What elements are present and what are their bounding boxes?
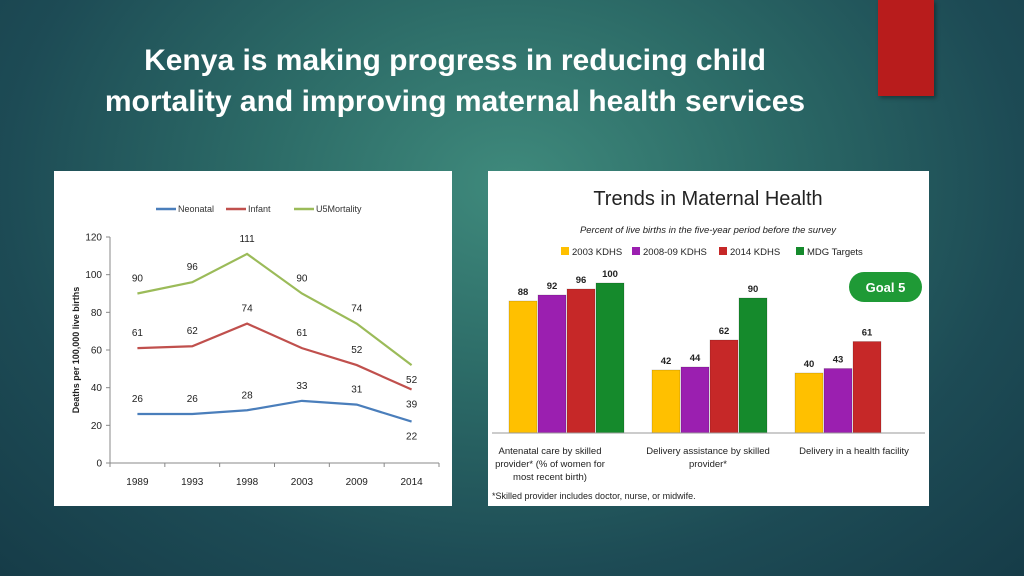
category-label: Delivery assistance by skilled (646, 446, 770, 457)
legend-label-2003-kdhs: 2003 KDHS (572, 247, 622, 258)
data-label-u5mortality: 90 (296, 274, 308, 285)
data-label-u5mortality: 111 (239, 234, 255, 245)
legend-swatch-2008-09-kdhs (632, 247, 640, 255)
data-label-neonatal: 31 (351, 385, 363, 396)
data-label-neonatal: 22 (406, 432, 418, 443)
data-label-infant: 39 (406, 400, 418, 411)
x-tick-label: 2014 (400, 477, 423, 488)
bar-2008-09-kdhs (823, 368, 853, 434)
bar-2014-kdhs (709, 339, 739, 434)
data-label-neonatal: 28 (242, 390, 254, 401)
bar-2014-kdhs (566, 288, 596, 434)
y-tick-label: 40 (91, 383, 103, 394)
bar-value-label: 100 (602, 269, 618, 280)
maternal-health-bar-chart: Trends in Maternal Health Percent of live… (492, 188, 925, 501)
x-tick-label: 1993 (181, 477, 204, 488)
goal-badge-label: Goal 5 (866, 280, 906, 295)
bar-value-label: 88 (518, 287, 529, 298)
series-line-infant (137, 322, 413, 391)
bar-value-label: 62 (719, 326, 730, 337)
y-tick-label: 20 (91, 421, 103, 432)
bar-value-label: 40 (804, 359, 815, 370)
series-line-u5mortality (137, 252, 413, 366)
bar-value-label: 90 (748, 284, 759, 295)
category-label: Antenatal care by skilled (499, 446, 602, 457)
bar-value-label: 92 (547, 281, 558, 292)
footnote: *Skilled provider includes doctor, nurse… (492, 491, 696, 501)
data-label-infant: 52 (351, 345, 363, 356)
data-label-neonatal: 33 (296, 381, 308, 392)
y-axis-label: Deaths per 100,000 live births (71, 287, 81, 414)
x-tick-label: 1989 (126, 477, 149, 488)
legend-label-u5mortality: U5Mortality (316, 204, 362, 214)
legend-swatch-mdg-targets (796, 247, 804, 255)
data-label-infant: 74 (242, 304, 254, 315)
legend-label-infant: Infant (248, 204, 271, 214)
bar-2003-kdhs (651, 369, 681, 434)
bar-2003-kdhs (794, 372, 824, 434)
accent-bar (878, 0, 934, 96)
data-label-u5mortality: 90 (132, 274, 144, 285)
category-label: most recent birth) (513, 472, 587, 483)
bar-mdg-targets (595, 282, 625, 434)
data-label-u5mortality: 52 (406, 375, 418, 386)
goal-badge (849, 272, 922, 302)
mortality-line-chart: Neonatal Infant U5Mortality 0 20 40 60 80 100 120… (71, 204, 440, 488)
legend-swatch-2003-kdhs (561, 247, 569, 255)
legend-swatch-2014-kdhs (719, 247, 727, 255)
category-label: provider* (% of women for (495, 459, 605, 470)
y-tick-label: 0 (96, 459, 102, 470)
data-label-infant: 61 (296, 328, 308, 339)
y-tick-label: 60 (91, 346, 103, 357)
bar-2008-09-kdhs (680, 366, 710, 434)
y-tick-label: 100 (85, 270, 102, 281)
data-label-infant: 62 (187, 326, 199, 337)
y-tick-label: 80 (91, 308, 103, 319)
bar-value-label: 44 (690, 353, 701, 364)
chart-subtitle: Percent of live births in the five-year … (580, 225, 837, 236)
legend-label-2008-09-kdhs: 2008-09 KDHS (643, 247, 707, 258)
bar-2003-kdhs (508, 300, 538, 434)
data-label-neonatal: 26 (132, 394, 144, 405)
slide-title: Kenya is making progress in reducing chi… (40, 40, 870, 122)
x-tick-label: 2003 (291, 477, 314, 488)
chart-title: Trends in Maternal Health (593, 188, 822, 210)
bar-value-label: 61 (862, 328, 873, 339)
legend-label-mdg-targets: MDG Targets (807, 247, 863, 258)
data-label-u5mortality: 74 (351, 304, 363, 315)
slide-title-line-1: Kenya is making progress in reducing chi… (144, 44, 766, 77)
x-tick-label: 2009 (346, 477, 369, 488)
slide-title-line-2: mortality and improving maternal health … (104, 85, 806, 118)
legend-label-neonatal: Neonatal (178, 204, 214, 214)
maternal-health-chart-panel: Trends in Maternal Health Percent of live… (488, 171, 929, 506)
legend-label-2014-kdhs: 2014 KDHS (730, 247, 780, 258)
series-line-neonatal (137, 399, 412, 423)
bar-value-label: 43 (833, 355, 844, 366)
data-label-neonatal: 26 (187, 394, 199, 405)
data-label-infant: 61 (132, 328, 144, 339)
bar-value-label: 42 (661, 356, 672, 367)
category-label: Delivery in a health facility (799, 446, 909, 457)
x-tick-label: 1998 (236, 477, 259, 488)
y-tick-label: 120 (85, 233, 102, 244)
bar-value-label: 96 (576, 275, 587, 286)
bar-mdg-targets (738, 297, 768, 434)
category-label: provider* (689, 459, 727, 470)
bar-2014-kdhs (852, 341, 882, 434)
bar-2008-09-kdhs (537, 294, 567, 434)
data-label-u5mortality: 96 (187, 262, 199, 273)
mortality-chart-panel: Neonatal Infant U5Mortality 0 20 40 60 80 100 120… (54, 171, 452, 506)
